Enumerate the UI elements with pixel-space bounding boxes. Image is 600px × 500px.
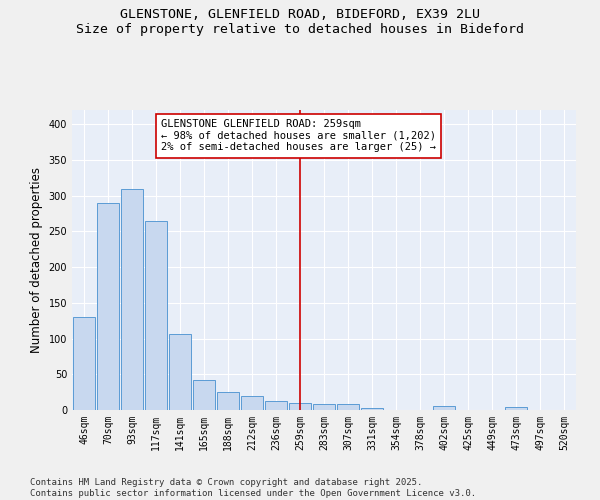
Bar [97, 203, 119, 410]
Bar [289, 403, 311, 410]
Bar [361, 408, 383, 410]
Bar [313, 404, 335, 410]
Bar [505, 407, 527, 410]
Bar [169, 334, 191, 410]
Bar [193, 380, 215, 410]
Bar [145, 220, 167, 410]
Bar [73, 317, 95, 410]
Bar [121, 188, 143, 410]
Text: GLENSTONE GLENFIELD ROAD: 259sqm
← 98% of detached houses are smaller (1,202)
2%: GLENSTONE GLENFIELD ROAD: 259sqm ← 98% o… [161, 120, 436, 152]
Bar [265, 402, 287, 410]
Text: GLENSTONE, GLENFIELD ROAD, BIDEFORD, EX39 2LU: GLENSTONE, GLENFIELD ROAD, BIDEFORD, EX3… [120, 8, 480, 20]
Bar [217, 392, 239, 410]
Bar [241, 396, 263, 410]
Y-axis label: Number of detached properties: Number of detached properties [30, 167, 43, 353]
Text: Size of property relative to detached houses in Bideford: Size of property relative to detached ho… [76, 22, 524, 36]
Bar [433, 406, 455, 410]
Bar [337, 404, 359, 410]
Text: Contains HM Land Registry data © Crown copyright and database right 2025.
Contai: Contains HM Land Registry data © Crown c… [30, 478, 476, 498]
